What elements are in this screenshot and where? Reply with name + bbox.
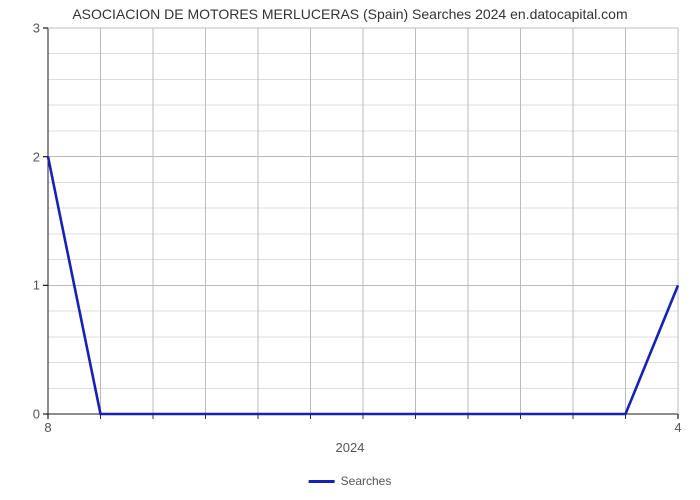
legend: Searches: [309, 474, 392, 488]
x-tick-label: 8: [44, 414, 51, 435]
chart-svg: [48, 28, 678, 414]
legend-label: Searches: [341, 474, 392, 488]
legend-swatch: [309, 480, 335, 483]
plot-area: 0123 84: [48, 28, 678, 414]
x-tick-label: 4: [674, 414, 681, 435]
y-tick-label: 2: [33, 149, 48, 164]
y-tick-label: 3: [33, 21, 48, 36]
x-axis-center-label: 2024: [336, 440, 365, 455]
chart-title: ASOCIACION DE MOTORES MERLUCERAS (Spain)…: [0, 6, 700, 22]
y-tick-label: 1: [33, 278, 48, 293]
